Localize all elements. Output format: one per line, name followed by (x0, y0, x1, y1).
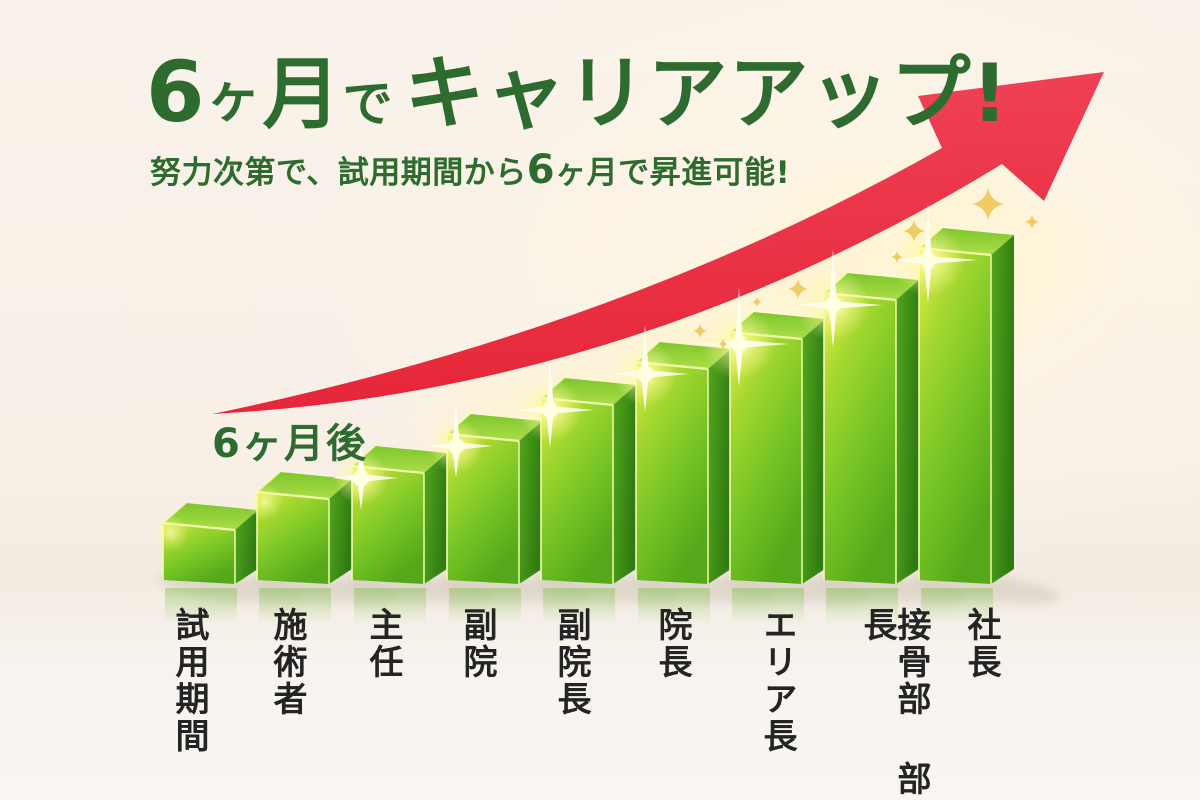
bar-label-5: 副院長 (551, 607, 591, 718)
bar-side-face (424, 453, 447, 584)
bar-label-7: エリア長 (757, 607, 797, 755)
bar-side-face (235, 510, 258, 584)
bar-front-face (730, 332, 802, 584)
bar-side-face (613, 385, 636, 584)
bar-label-3: 主任 (363, 607, 403, 681)
sparkle-icon (972, 188, 1004, 220)
title-segment: 6 (146, 43, 207, 141)
sparkle-icon (891, 251, 903, 263)
bar-label-2: 施術者 (267, 607, 307, 718)
bar-side-face (991, 235, 1014, 584)
bar-reflection (921, 588, 993, 624)
bar-front-face (541, 398, 613, 584)
bar-7 (700, 287, 872, 624)
sparkle-icon (903, 220, 925, 242)
bar-side-face (519, 421, 542, 584)
sparkle-icon (752, 297, 762, 307)
bar-reflection (259, 588, 331, 624)
lens-flare-icon (332, 436, 398, 510)
bar-9 (889, 203, 1061, 624)
page-title: 6ヶ月で キャリアアップ! (146, 50, 1009, 134)
bar-5 (515, 360, 683, 624)
bar-side-face (329, 479, 352, 584)
bar-front-face (824, 293, 896, 584)
title-segment: で (342, 75, 395, 133)
sparkle-icon (1025, 215, 1039, 229)
bar-label-1: 試用期間 (169, 607, 209, 755)
bar-reflection (165, 588, 237, 624)
bar-reflection (354, 588, 426, 624)
bar-front-face (919, 248, 991, 584)
bar-label-8: 接骨部 部長 (857, 607, 931, 798)
bar-front-face (636, 362, 708, 584)
bar-label-9: 社長 (961, 607, 1001, 681)
bar-label-6: 院長 (652, 607, 692, 681)
title-segment: キャリアアップ! (404, 47, 1009, 140)
subtitle-segment: 6 (526, 147, 556, 193)
lens-flare-icon (889, 203, 978, 304)
subtitle-segment: ヶ月で昇進可能! (555, 155, 791, 191)
sparkle-icon (788, 279, 808, 299)
bar-side-face (896, 280, 919, 584)
sparkle-icon (718, 339, 728, 349)
subtitle-segment: 努力次第で、試用期間から (150, 155, 527, 191)
bar-top-face (163, 503, 258, 530)
sparkle-icon (693, 324, 707, 338)
subtitle: 努力次第で、試用期間から6ヶ月で昇進可能! (150, 150, 790, 190)
title-segment: 月 (262, 50, 343, 140)
lens-flare-icon (794, 248, 883, 349)
bar-reflection (449, 588, 521, 624)
bar-label-4: 副院 (457, 607, 497, 681)
bar-8 (794, 248, 966, 624)
bar-reflection (826, 588, 898, 624)
bar-reflection (732, 588, 804, 624)
lens-flare-icon (427, 404, 493, 478)
bar-reflection (638, 588, 710, 624)
lens-flare-icon (610, 324, 689, 412)
bar-reflection (543, 588, 615, 624)
lens-flare-icon (515, 360, 594, 448)
lens-flare-icon (153, 515, 189, 551)
bar-2 (247, 471, 399, 624)
bar-side-face (708, 349, 731, 584)
bar-top-face (257, 472, 352, 499)
bar-side-face (802, 319, 825, 584)
growth-arrow (212, 72, 1104, 414)
lens-flare-icon (247, 484, 283, 520)
bar-3 (332, 436, 494, 624)
bar-1 (153, 502, 305, 624)
six-months-later-label: 6ヶ月後 (212, 421, 368, 467)
title-segment: ヶ (206, 66, 263, 129)
